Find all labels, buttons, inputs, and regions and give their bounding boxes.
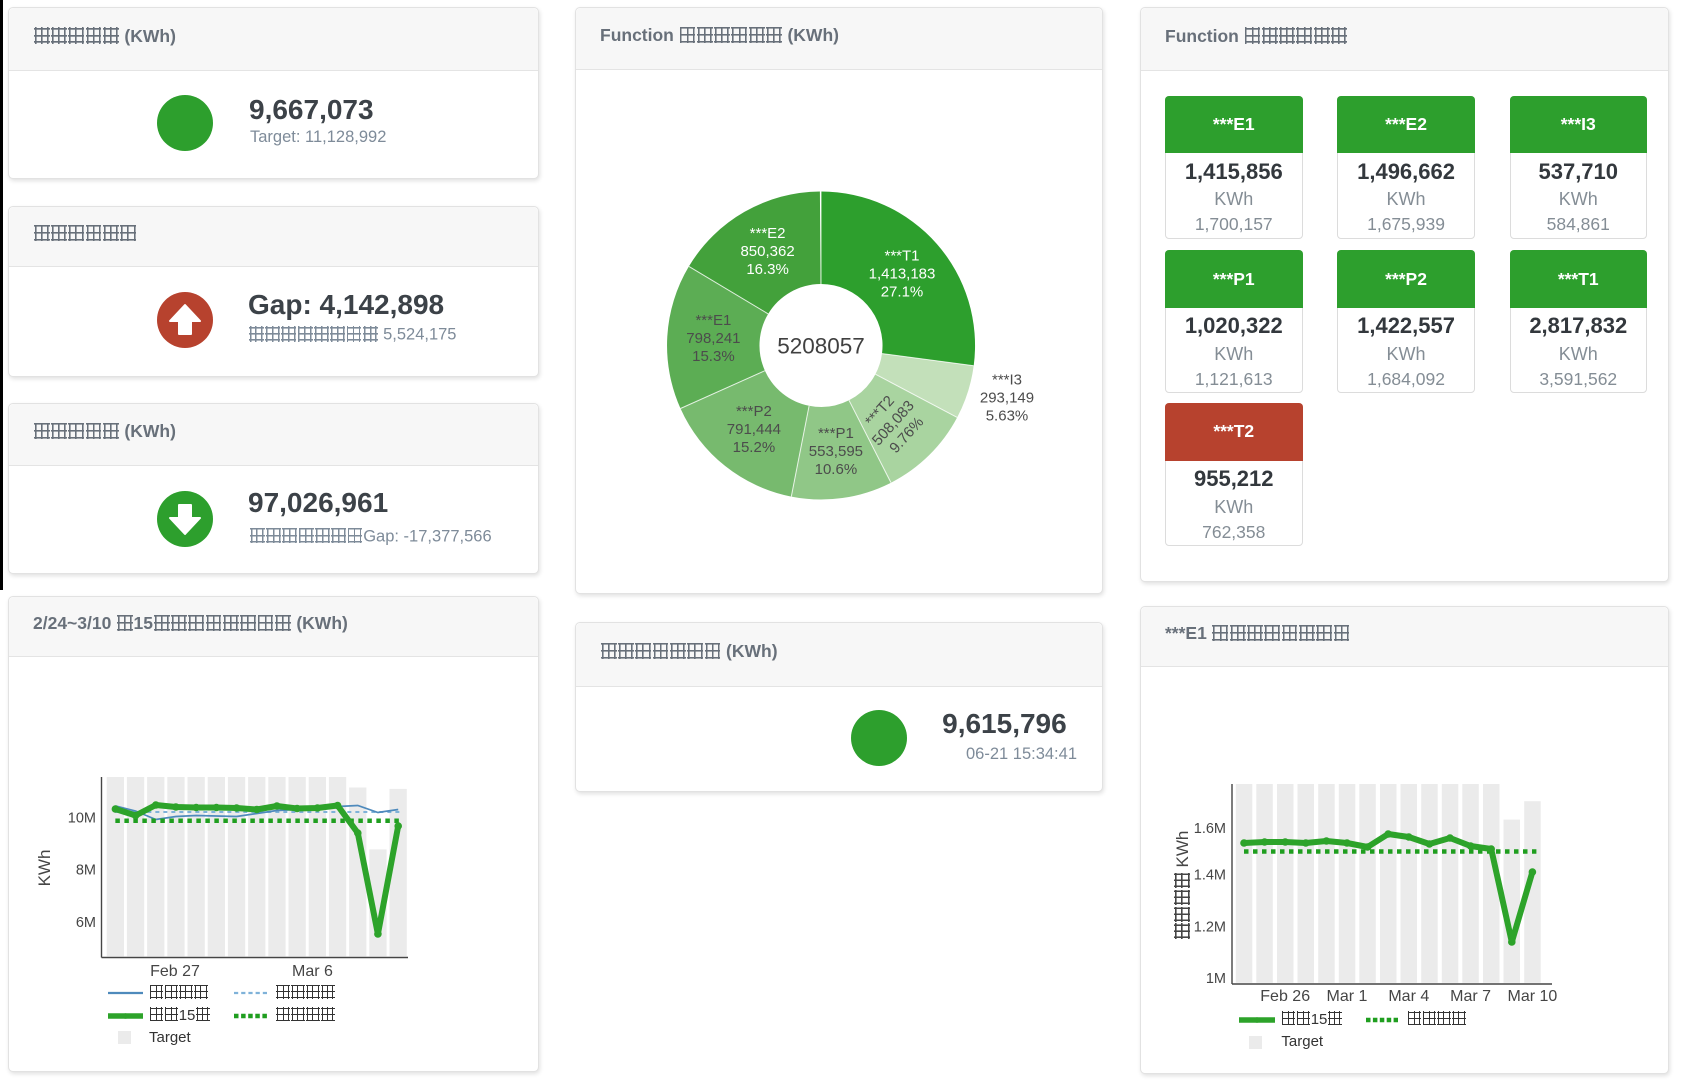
- svg-text:Mar 6: Mar 6: [292, 963, 333, 980]
- svg-text:8M: 8M: [76, 863, 96, 879]
- svg-text:Feb 27: Feb 27: [150, 963, 200, 980]
- svg-text:Mar 7: Mar 7: [1450, 988, 1491, 1005]
- svg-text:1.2M: 1.2M: [1194, 920, 1226, 936]
- svg-text:10M: 10M: [68, 810, 96, 826]
- svg-text:6M: 6M: [76, 915, 96, 931]
- svg-text:1.4M: 1.4M: [1194, 868, 1226, 884]
- svg-text:KWh: KWh: [35, 850, 54, 887]
- svg-text:1.6M: 1.6M: [1194, 821, 1226, 837]
- svg-text:1M: 1M: [1206, 971, 1226, 987]
- svg-text:Mar 1: Mar 1: [1327, 988, 1368, 1005]
- svg-text:***T2508,0839.76%: ***T2508,0839.76%: [856, 385, 932, 461]
- svg-text:Mar 4: Mar 4: [1388, 988, 1429, 1005]
- svg-text:Mar 10: Mar 10: [1508, 988, 1558, 1005]
- svg-text:Feb 26: Feb 26: [1260, 988, 1310, 1005]
- svg-text:5208057: 5208057: [777, 334, 865, 359]
